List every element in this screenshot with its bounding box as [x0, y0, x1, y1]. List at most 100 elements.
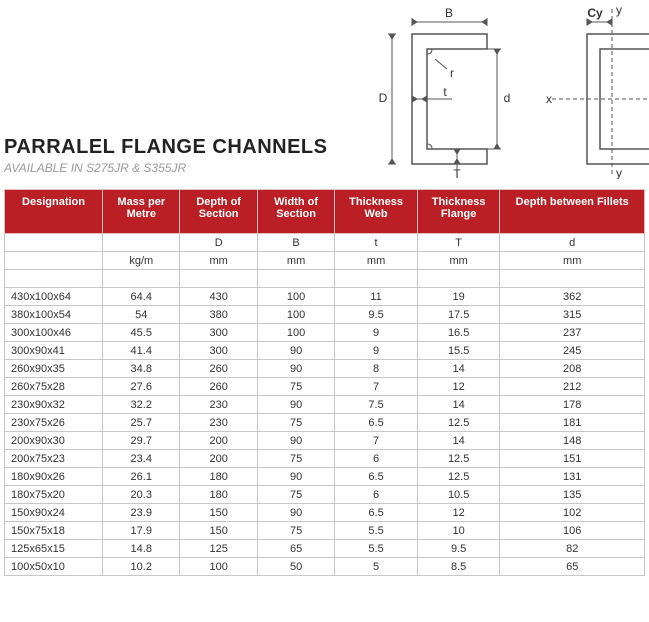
table-row: 260x75x2827.626075712212 [5, 378, 645, 396]
diagrams: B D r t d T x [327, 4, 649, 179]
label-d: d [504, 91, 511, 105]
cell: 15.5 [417, 342, 500, 360]
title-block: PARRALEL FLANGE CHANNELS AVAILABLE IN S2… [4, 136, 327, 179]
cell: 150 [180, 522, 257, 540]
cell: 180 [180, 486, 257, 504]
table-row: 180x90x2626.1180906.512.5131 [5, 468, 645, 486]
cell: 9 [335, 342, 418, 360]
th-thickness-flange: Thickness Flange [417, 190, 500, 234]
cell: 178 [500, 396, 645, 414]
cell: 14 [417, 360, 500, 378]
table-row: 180x75x2020.318075610.5135 [5, 486, 645, 504]
th-thickness-web: Thickness Web [335, 190, 418, 234]
table-row: 300x100x4645.5300100916.5237 [5, 324, 645, 342]
unit-5: mm [417, 252, 500, 270]
cell: 90 [257, 360, 334, 378]
cell: 6 [335, 486, 418, 504]
table-row: 100x50x1010.21005058.565 [5, 558, 645, 576]
cell: 14 [417, 432, 500, 450]
cell: 430x100x64 [5, 288, 103, 306]
table-row: 200x90x3029.720090714148 [5, 432, 645, 450]
cell: 230 [180, 396, 257, 414]
cell: 6.5 [335, 414, 418, 432]
cell: 8.5 [417, 558, 500, 576]
cell: 10 [417, 522, 500, 540]
page-title: PARRALEL FLANGE CHANNELS [4, 136, 327, 159]
cell: 90 [257, 432, 334, 450]
cell: 260x90x35 [5, 360, 103, 378]
cell: 260x75x28 [5, 378, 103, 396]
cell: 7.5 [335, 396, 418, 414]
cell: 11 [335, 288, 418, 306]
cell: 150x75x18 [5, 522, 103, 540]
cell: 41.4 [103, 342, 180, 360]
cell: 180 [180, 468, 257, 486]
sym-2: D [180, 234, 257, 252]
cell: 237 [500, 324, 645, 342]
th-width: Width of Section [257, 190, 334, 234]
spacer-row [5, 270, 645, 288]
cell: 230x75x26 [5, 414, 103, 432]
cell: 245 [500, 342, 645, 360]
cell: 200 [180, 450, 257, 468]
cell: 75 [257, 486, 334, 504]
cell: 32.2 [103, 396, 180, 414]
cell: 212 [500, 378, 645, 396]
cell: 100 [257, 288, 334, 306]
cell: 6 [335, 450, 418, 468]
channel-dimension-diagram: B D r t d T [357, 4, 522, 179]
cell: 315 [500, 306, 645, 324]
cell: 300x90x41 [5, 342, 103, 360]
cell: 181 [500, 414, 645, 432]
cell: 12.5 [417, 414, 500, 432]
table-row: 150x75x1817.9150755.510106 [5, 522, 645, 540]
cell: 90 [257, 396, 334, 414]
cell: 300x100x46 [5, 324, 103, 342]
sym-0 [5, 234, 103, 252]
cell: 150 [180, 504, 257, 522]
cell: 45.5 [103, 324, 180, 342]
table-head: Designation Mass per Metre Depth of Sect… [5, 190, 645, 234]
label-y-top: y [616, 4, 622, 17]
cell: 12 [417, 504, 500, 522]
table-row: 230x75x2625.7230756.512.5181 [5, 414, 645, 432]
table-row: 260x90x3534.826090814208 [5, 360, 645, 378]
cell: 14 [417, 396, 500, 414]
cell: 20.3 [103, 486, 180, 504]
cell: 208 [500, 360, 645, 378]
cell: 380 [180, 306, 257, 324]
unit-4: mm [335, 252, 418, 270]
cell: 9 [335, 324, 418, 342]
cell: 5.5 [335, 522, 418, 540]
cell: 430 [180, 288, 257, 306]
cell: 27.6 [103, 378, 180, 396]
unit-0 [5, 252, 103, 270]
spec-table: Designation Mass per Metre Depth of Sect… [4, 189, 645, 576]
cell: 100 [257, 306, 334, 324]
label-T: T [454, 167, 462, 179]
cell: 90 [257, 468, 334, 486]
cell: 17.5 [417, 306, 500, 324]
cell: 260 [180, 378, 257, 396]
cell: 180x75x20 [5, 486, 103, 504]
cell: 125x65x15 [5, 540, 103, 558]
cell: 25.7 [103, 414, 180, 432]
th-depth-fillets: Depth between Fillets [500, 190, 645, 234]
cell: 23.9 [103, 504, 180, 522]
cell: 34.8 [103, 360, 180, 378]
label-t: t [444, 85, 448, 99]
table-body: D B t T d kg/m mm mm mm mm mm 430x100x64… [5, 234, 645, 576]
sym-6: d [500, 234, 645, 252]
cell: 131 [500, 468, 645, 486]
cell: 200x75x23 [5, 450, 103, 468]
table-row: 200x75x2323.420075612.5151 [5, 450, 645, 468]
header-row: Designation Mass per Metre Depth of Sect… [5, 190, 645, 234]
table-row: 150x90x2423.9150906.512102 [5, 504, 645, 522]
unit-3: mm [257, 252, 334, 270]
cell: 65 [257, 540, 334, 558]
label-B: B [445, 6, 453, 20]
cell: 230x90x32 [5, 396, 103, 414]
cell: 29.7 [103, 432, 180, 450]
label-r: r [450, 66, 454, 80]
cell: 75 [257, 522, 334, 540]
